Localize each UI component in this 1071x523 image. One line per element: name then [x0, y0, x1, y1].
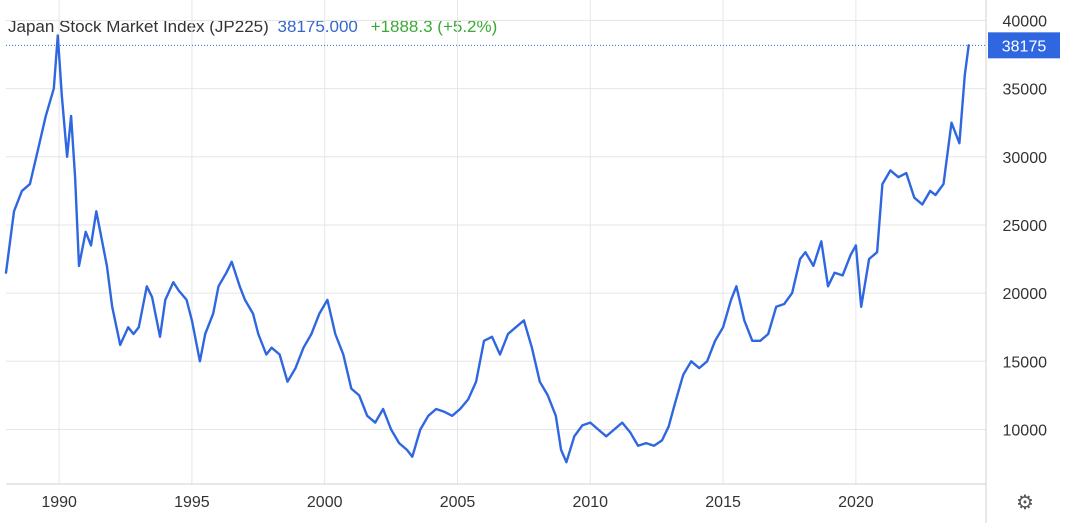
- x-tick-label: 2005: [440, 494, 476, 511]
- y-tick-label: 25000: [1003, 218, 1048, 235]
- instrument-name: Japan Stock Market Index (JP225): [8, 17, 269, 36]
- grid-lines: [6, 0, 986, 484]
- y-tick-label: 30000: [1003, 150, 1048, 167]
- last-value-label: 38175: [1002, 38, 1047, 55]
- gear-icon[interactable]: ⚙: [1016, 492, 1034, 514]
- x-tick-label: 2010: [572, 494, 608, 511]
- x-tick-label: 2020: [838, 494, 874, 511]
- price-change: +1888.3 (+5.2%): [370, 17, 498, 36]
- last-value-badge: [988, 32, 1060, 59]
- y-tick-label: 10000: [1003, 422, 1048, 439]
- series-line-0: [4, 34, 970, 464]
- x-axis-labels: 1990 1995 2000 2005 2010 2015 2020: [41, 494, 873, 511]
- y-tick-label: 20000: [1003, 286, 1048, 303]
- chart-header: Japan Stock Market Index (JP225) 38175.0…: [8, 17, 497, 37]
- x-tick-label: 1990: [41, 494, 77, 511]
- y-tick-label: 15000: [1003, 354, 1048, 371]
- y-axis-labels: 10000 15000 20000 25000 30000 35000 40000: [1003, 13, 1048, 439]
- y-tick-label: 35000: [1003, 82, 1048, 99]
- axes: [6, 0, 987, 523]
- series-layer: [4, 34, 970, 464]
- last-value-marker: 38175: [6, 32, 1060, 59]
- x-tick-label: 2000: [307, 494, 343, 511]
- x-tick-label: 2015: [705, 494, 741, 511]
- y-tick-label: 40000: [1003, 13, 1048, 30]
- x-tick-label: 1995: [174, 494, 210, 511]
- current-price: 38175.000: [277, 17, 358, 36]
